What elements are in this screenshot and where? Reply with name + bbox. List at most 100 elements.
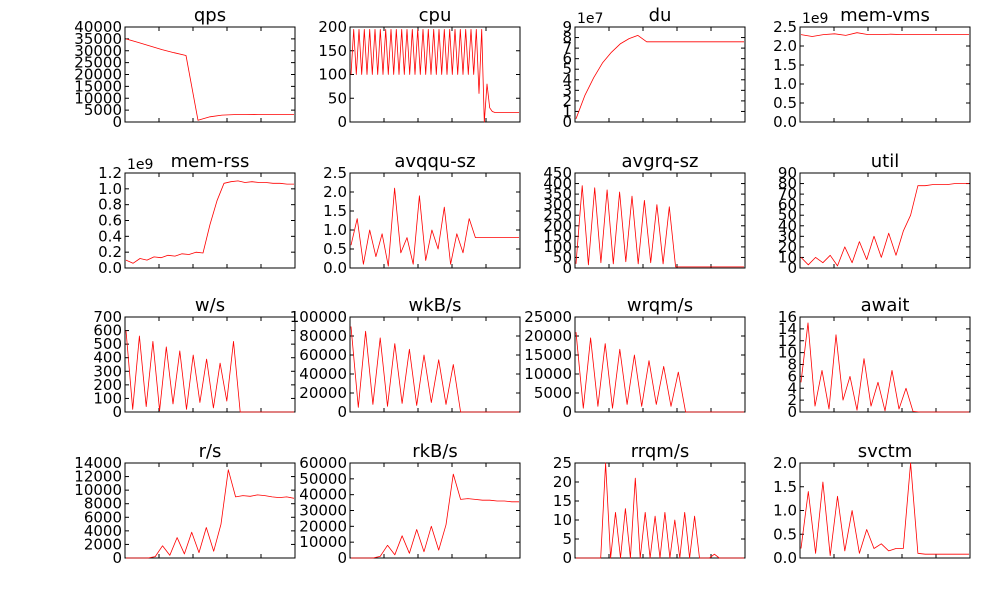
y-tick-label: 150 (318, 42, 347, 60)
series-line (350, 187, 519, 267)
y-tick-label: 0.0 (98, 259, 122, 277)
subplot-title: mem-vms (840, 5, 930, 26)
y-tick-label: 8 (787, 356, 797, 374)
y-tick-label: 1.0 (98, 180, 122, 198)
y-tick-label: 20 (553, 473, 572, 491)
plot-frame (799, 316, 971, 413)
subplot-cpu: 0 50 100 150 200 cpu (318, 5, 521, 131)
y-tick-label: 8 (562, 29, 572, 47)
y-tick-label: 7 (562, 39, 572, 57)
y-tick-label: 5000 (84, 101, 122, 119)
subplot-title: cpu (419, 5, 452, 26)
y-tick-label: 9 (562, 18, 572, 36)
y-tick-label: 0 (562, 549, 572, 567)
y-tick-label: 1.5 (773, 56, 797, 74)
y-tick-label: 2000 (84, 535, 122, 553)
y-tick-label: 50 (553, 248, 572, 266)
y-tick-label: 0 (562, 403, 572, 421)
y-tick-label: 500 (93, 335, 122, 353)
y-tick-label: 0 (562, 259, 572, 277)
plot-frame (574, 462, 746, 559)
subplot-title: qps (194, 5, 226, 26)
series-line (126, 469, 295, 559)
subplot-title: wkB/s (409, 295, 462, 316)
y-tick-label: 4 (787, 379, 797, 397)
plot-frame (349, 462, 521, 559)
y-tick-label: 1.2 (98, 164, 122, 182)
y-tick-label: 0 (787, 259, 797, 277)
y-exponent-label: 1e9 (802, 11, 828, 27)
y-tick-label: 25000 (524, 308, 572, 326)
y-tick-label: 100 (543, 238, 572, 256)
series-line (125, 330, 294, 413)
subplot-mem-rss: 0.00.20.40.60.81.01.2 mem-rss 1e9 (98, 151, 296, 277)
series-line (800, 462, 969, 556)
y-tick-label: 3 (562, 81, 572, 99)
y-tick-label: 12000 (74, 468, 122, 486)
y-tick-label: 300 (93, 362, 122, 380)
y-tick-label: 1.5 (323, 202, 347, 220)
y-tick-label: 0.4 (98, 227, 122, 245)
y-tick-label: 80 (778, 175, 797, 193)
plot-frame (349, 26, 521, 123)
y-tick-label: 25 (553, 454, 572, 472)
y-tick-label: 40 (778, 217, 797, 235)
series-line (800, 32, 969, 37)
y-tick-label: 20000 (299, 517, 347, 535)
y-tick-label: 1.0 (773, 75, 797, 93)
y-tick-label: 100 (318, 66, 347, 84)
y-tick-label: 4 (562, 71, 572, 89)
subplot-title: mem-rss (171, 151, 250, 172)
y-tick-label: 10000 (524, 365, 572, 383)
y-tick-label: 12 (778, 332, 797, 350)
subplot-qps: 0500010000150002000025000300003500040000… (74, 5, 296, 131)
y-tick-label: 10000 (299, 533, 347, 551)
y-tick-label: 200 (318, 18, 347, 36)
y-tick-label: 30000 (74, 42, 122, 60)
y-tick-label: 5000 (534, 384, 572, 402)
subplot-title: w/s (195, 295, 225, 316)
y-tick-label: 15000 (74, 77, 122, 95)
series-line (575, 35, 744, 119)
y-exponent-label: 1e7 (577, 11, 603, 27)
y-tick-label: 0.0 (773, 549, 797, 567)
y-tick-label: 5 (562, 530, 572, 548)
subplot-title: du (649, 5, 672, 26)
y-tick-label: 15 (553, 492, 572, 510)
series-line (350, 326, 519, 413)
y-tick-label: 0 (787, 403, 797, 421)
y-tick-label: 25000 (74, 54, 122, 72)
y-tick-label: 5 (562, 60, 572, 78)
plot-frame (799, 172, 971, 269)
y-tick-label: 0 (337, 549, 347, 567)
y-tick-label: 0.0 (773, 113, 797, 131)
y-tick-label: 10 (553, 511, 572, 529)
y-tick-label: 2 (787, 391, 797, 409)
y-tick-label: 0.2 (98, 243, 122, 261)
y-tick-label: 1.0 (773, 502, 797, 520)
series-line (575, 185, 744, 268)
y-tick-label: 400 (543, 175, 572, 193)
y-tick-label: 50 (778, 206, 797, 224)
y-tick-label: 30 (778, 227, 797, 245)
y-tick-label: 60 (778, 196, 797, 214)
subplot-title: wrqm/s (627, 295, 693, 316)
y-tick-label: 16 (778, 308, 797, 326)
y-tick-label: 4000 (84, 522, 122, 540)
y-tick-label: 30000 (299, 502, 347, 520)
y-tick-label: 10 (778, 344, 797, 362)
y-tick-label: 1.0 (323, 221, 347, 239)
series-line (576, 462, 744, 559)
y-tick-label: 2.5 (773, 18, 797, 36)
plot-frame (574, 316, 746, 413)
y-tick-label: 200 (93, 376, 122, 394)
plot-frame (349, 316, 521, 413)
y-tick-label: 15000 (524, 346, 572, 364)
